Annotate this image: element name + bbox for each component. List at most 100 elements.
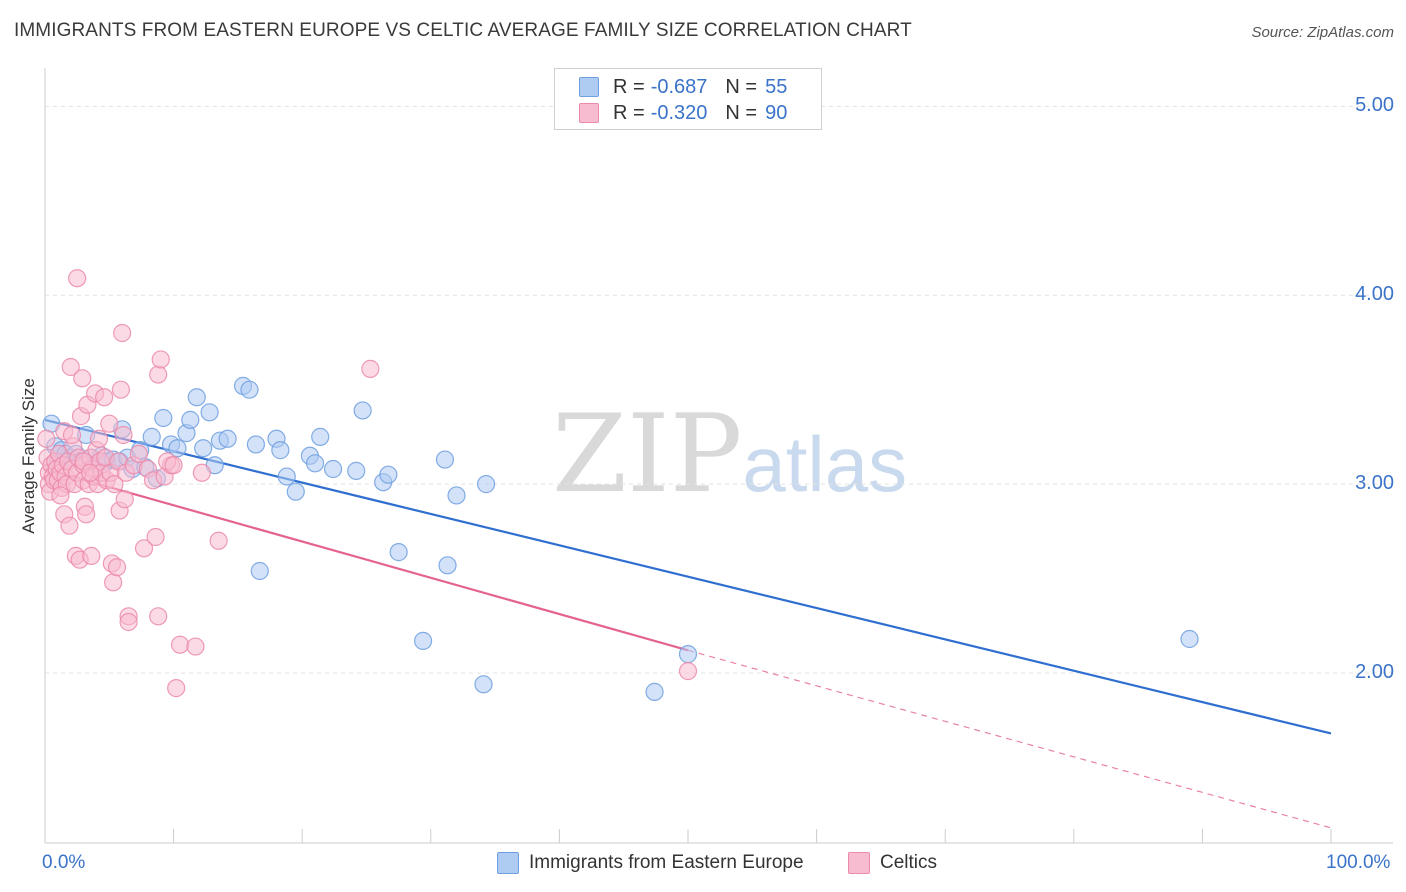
point-celtics [119,612,138,632]
point-celtics [146,527,165,547]
point-celtics [129,444,148,463]
trendline-eastern-europe [44,418,1332,735]
point-eastern-europe [218,429,237,448]
point-eastern-europe [347,461,366,480]
legend-row-eastern-europe: R = -0.687 N = 55 [579,75,787,99]
point-celtics [192,463,211,482]
point-eastern-europe [246,435,266,454]
y-tick-label: 4.00 [1355,283,1394,306]
r-label: R = [613,75,645,98]
point-celtics [209,531,228,550]
trendline-dashed-celtics [687,649,1332,829]
chart-title: IMMIGRANTS FROM EASTERN EUROPE VS CELTIC… [14,20,912,41]
point-celtics [95,388,114,407]
point-eastern-europe [168,439,187,458]
point-eastern-europe [142,427,161,446]
y-tick-label: 2.00 [1355,661,1394,683]
point-eastern-europe [1180,629,1199,649]
trendlines [44,418,1332,829]
point-eastern-europe [277,467,296,486]
point-eastern-europe [187,388,206,407]
point-eastern-europe [200,403,219,422]
point-celtics [361,359,380,378]
point-celtics [678,662,698,681]
watermark-atlas: atlas [742,420,908,508]
point-eastern-europe [240,380,259,399]
point-eastern-europe [271,441,290,460]
axes [44,68,1393,844]
y-tick-label: 3.00 [1355,472,1394,495]
point-celtics [73,369,92,388]
pink-swatch-icon [848,852,870,874]
n-value: 55 [765,75,788,98]
point-eastern-europe [305,454,325,473]
x-tick-label-max: 100.0% [1326,852,1391,873]
point-celtics [104,573,123,592]
point-eastern-europe [286,482,305,501]
point-eastern-europe [181,410,200,429]
point-celtics [149,365,168,384]
point-celtics [134,539,154,558]
legend-row-celtics: R = -0.320 N = 90 [579,101,787,125]
point-celtics [77,505,96,524]
point-celtics [51,486,70,505]
point-celtics [164,456,183,475]
point-celtics [61,357,80,377]
legend-item-celtics[interactable]: Celtics [848,852,937,874]
point-celtics [113,323,132,343]
point-celtics [105,475,124,494]
point-eastern-europe [379,465,398,484]
point-eastern-europe [447,486,466,505]
blue-swatch-icon [579,77,599,97]
point-celtics [114,425,133,445]
legend-item-eastern-europe[interactable]: Immigrants from Eastern Europe [497,852,804,874]
point-eastern-europe [154,408,173,428]
point-eastern-europe [389,543,408,562]
point-celtics [151,350,170,369]
point-celtics [89,429,109,448]
r-label: R = [613,101,645,124]
legend-label: Celtics [880,852,938,873]
point-eastern-europe [413,631,433,650]
point-eastern-europe [435,450,455,469]
source-label: Source: ZipAtlas.com [1251,24,1394,41]
y-tick-label: 5.00 [1355,94,1394,117]
point-eastern-europe [323,459,343,479]
point-eastern-europe [250,561,269,581]
point-eastern-europe [645,682,664,701]
point-celtics [68,269,87,288]
point-celtics [107,558,127,577]
point-eastern-europe [311,427,330,446]
point-eastern-europe [438,556,457,575]
point-celtics [170,635,190,654]
legend-label: Immigrants from Eastern Europe [529,852,804,873]
point-celtics [62,425,82,445]
point-eastern-europe [476,475,496,494]
point-celtics [167,679,186,698]
point-celtics [80,463,100,482]
watermark: ZIPatlas [552,400,907,509]
x-tick-label-min: 0.0% [42,852,86,873]
point-eastern-europe [678,645,698,664]
trendline-celtics [44,467,689,652]
n-label: N = [725,75,758,98]
correlation-legend: R = -0.687 N = 55 R = -0.320 N = 90 [554,68,822,130]
pink-swatch-icon [579,103,599,123]
point-celtics [111,380,130,399]
point-celtics [149,607,168,626]
n-value: 90 [765,101,788,124]
point-celtics [60,516,79,535]
watermark-zip: ZIP [552,392,743,517]
point-celtics [115,490,134,509]
point-eastern-europe [194,439,213,458]
series-legend: Immigrants from Eastern Europe Celtics [0,852,1406,878]
point-celtics [82,546,101,565]
blue-swatch-icon [497,852,519,874]
points [37,269,1199,701]
point-eastern-europe [353,401,372,420]
point-celtics [37,429,56,448]
r-value: -0.687 [650,75,708,98]
r-value: -0.320 [650,101,708,124]
point-celtics [100,414,119,433]
